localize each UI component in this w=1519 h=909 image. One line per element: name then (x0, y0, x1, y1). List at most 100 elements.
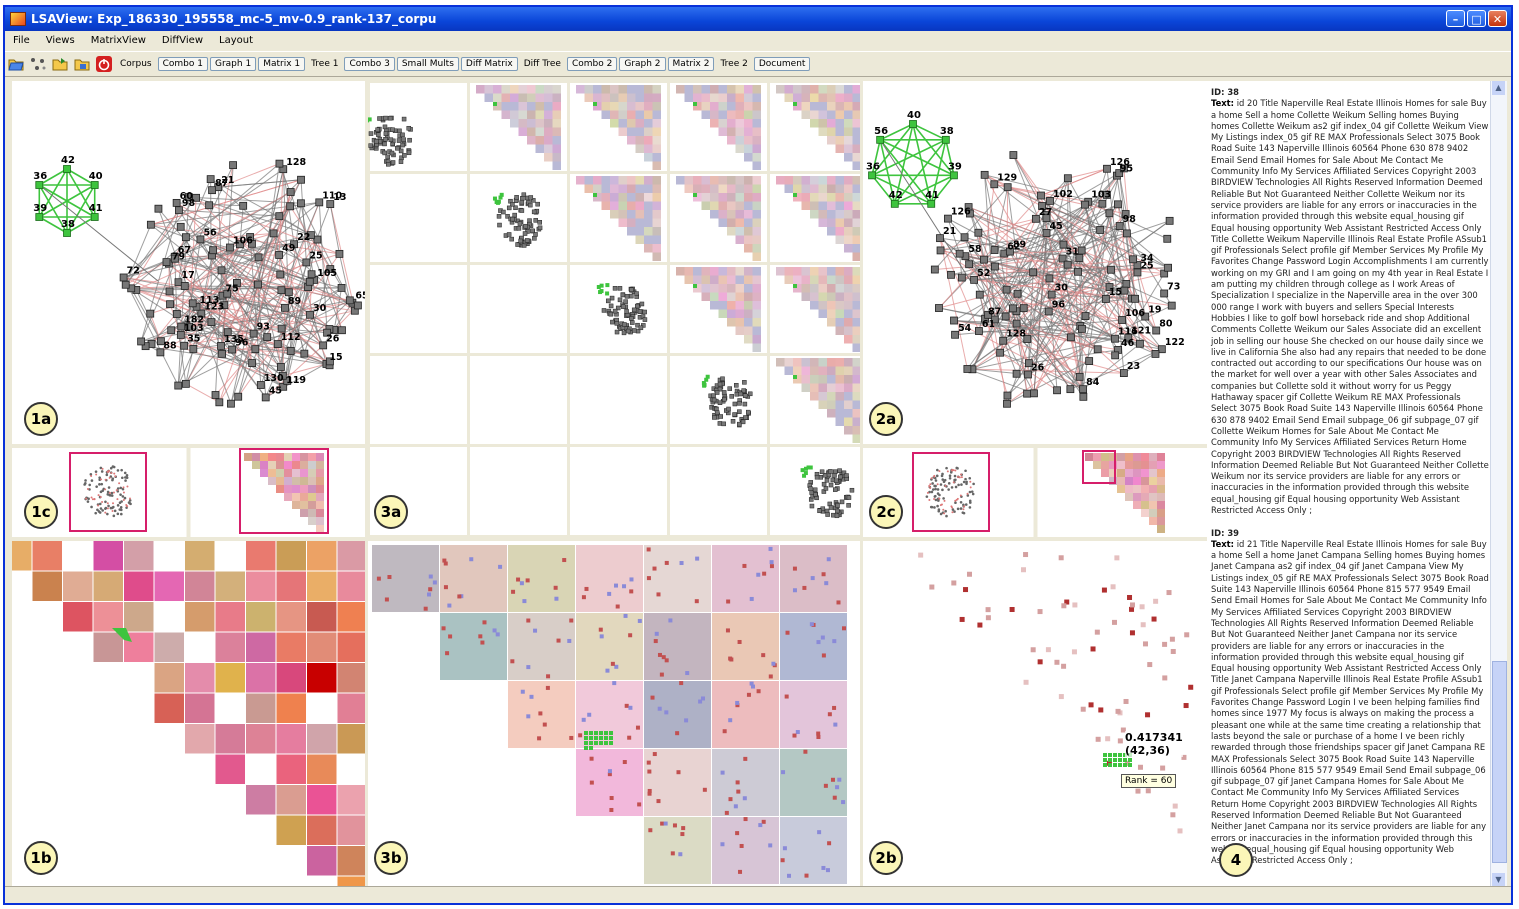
multiple-cell[interactable] (370, 265, 467, 353)
matrix-cell[interactable] (1135, 788, 1141, 794)
diff-matrix-block[interactable] (644, 749, 711, 816)
graph-node[interactable] (223, 289, 232, 298)
graph-node[interactable] (209, 246, 218, 255)
graph-1-button[interactable]: Graph 1 (209, 57, 257, 71)
matrix-cell[interactable] (1145, 788, 1151, 794)
graph-node[interactable] (1163, 234, 1172, 243)
graph-node[interactable] (162, 258, 171, 267)
selection-box[interactable] (239, 448, 329, 534)
matrix-cell[interactable] (337, 663, 366, 693)
graph-node[interactable] (1115, 169, 1124, 178)
document-panel[interactable]: ID: 38 Text: id 20 Title Naperville Real… (1207, 81, 1507, 887)
graph-node[interactable] (165, 287, 174, 296)
graph-node[interactable] (335, 249, 344, 258)
matrix-cell[interactable] (185, 541, 215, 571)
graph-node[interactable] (980, 170, 989, 179)
graph-node[interactable] (1164, 263, 1172, 272)
graph-node[interactable] (1009, 151, 1018, 159)
matrix-cell[interactable] (154, 693, 185, 724)
combo-1-button[interactable]: Combo 1 (157, 57, 208, 71)
matrix-cell[interactable] (337, 876, 366, 888)
multiple-cell[interactable] (670, 356, 767, 444)
matrix-cell[interactable] (246, 571, 276, 602)
graph-node[interactable] (935, 304, 943, 312)
graph-node[interactable] (1024, 370, 1032, 379)
power-icon[interactable] (95, 56, 113, 72)
graph-1-panel[interactable]: 4240413839361330493556151231726135651191… (12, 81, 365, 444)
matrix-cell[interactable] (276, 632, 307, 663)
matrix-cell[interactable] (246, 693, 276, 724)
graph-node[interactable] (286, 202, 295, 211)
graph-node[interactable] (275, 251, 284, 259)
maximize-button[interactable]: □ (1467, 10, 1486, 27)
graph-node[interactable] (1165, 216, 1174, 225)
diff-matrix-heatmap[interactable] (368, 541, 860, 887)
graph-node[interactable] (991, 262, 999, 271)
matrix-cell[interactable] (1110, 584, 1116, 590)
graph-node[interactable] (944, 214, 952, 223)
combo-3-button[interactable]: Combo 3 (344, 57, 395, 71)
graph-node-green[interactable] (90, 213, 99, 221)
matrix-cell[interactable] (93, 602, 124, 632)
matrix-cell[interactable] (307, 632, 337, 663)
matrix-cell[interactable] (1115, 708, 1121, 714)
diff-matrix-block[interactable] (576, 613, 643, 680)
selection-box[interactable] (69, 452, 147, 532)
diff-matrix-block[interactable] (440, 545, 507, 612)
graph-node[interactable] (215, 398, 224, 407)
graph-node[interactable] (226, 243, 234, 252)
matrix-cell[interactable] (215, 541, 246, 571)
graph-node[interactable] (192, 193, 200, 202)
matrix-cell[interactable] (124, 571, 154, 602)
matrix-cell[interactable] (1184, 632, 1190, 638)
graph-node[interactable] (1085, 357, 1094, 365)
scroll-up-icon[interactable]: ▲ (1492, 81, 1505, 95)
matrix-cell[interactable] (1123, 698, 1129, 704)
graph-node[interactable] (338, 326, 346, 335)
matrix-cell[interactable] (246, 724, 276, 754)
menu-file[interactable]: File (13, 34, 30, 46)
graph-node[interactable] (206, 175, 215, 184)
graph-node[interactable] (217, 341, 225, 350)
matrix-cell[interactable] (929, 584, 935, 590)
graph-node[interactable] (307, 270, 316, 279)
matrix-cell[interactable] (1170, 648, 1176, 654)
matrix-cell[interactable] (1054, 659, 1060, 665)
graph-node[interactable] (1131, 294, 1139, 303)
graph-node[interactable] (217, 266, 226, 275)
matrix-cell[interactable] (1114, 555, 1120, 561)
multiple-cell[interactable] (470, 265, 567, 353)
graph-node[interactable] (281, 303, 289, 312)
matrix-cell[interactable] (1162, 641, 1168, 647)
graph-node[interactable] (1079, 392, 1088, 401)
graph-node[interactable] (999, 336, 1008, 345)
tree-2-thumbnails[interactable] (863, 448, 1208, 537)
graph-node[interactable] (960, 233, 969, 242)
matrix-cell[interactable] (1080, 706, 1086, 712)
graph-node[interactable] (297, 175, 305, 184)
diff-matrix-block[interactable] (712, 545, 779, 612)
graph-node[interactable] (284, 288, 293, 297)
graph-node[interactable] (154, 204, 163, 213)
graph-node[interactable] (1003, 399, 1011, 408)
matrix-cell[interactable] (1145, 712, 1151, 718)
graph-node[interactable] (220, 301, 229, 310)
graph-node-green[interactable] (876, 135, 885, 144)
graph-node[interactable] (1157, 345, 1166, 354)
matrix-cell[interactable] (337, 632, 366, 663)
small-multiples-panel[interactable]: 3a (368, 81, 860, 537)
graph-node[interactable] (141, 342, 150, 351)
graph-node-green[interactable] (909, 120, 917, 128)
graph-node[interactable] (974, 228, 983, 237)
matrix-cell[interactable] (215, 724, 246, 754)
graph-node[interactable] (307, 231, 315, 240)
graph-node[interactable] (218, 349, 226, 358)
matrix-cell[interactable] (337, 602, 366, 632)
multiple-cell[interactable] (470, 356, 567, 444)
graph-node[interactable] (930, 265, 939, 274)
graph-node[interactable] (1129, 255, 1138, 264)
graph-node[interactable] (228, 345, 237, 354)
graph-node[interactable] (306, 310, 314, 319)
matrix-cell[interactable] (93, 541, 124, 571)
graph-node[interactable] (207, 318, 216, 327)
